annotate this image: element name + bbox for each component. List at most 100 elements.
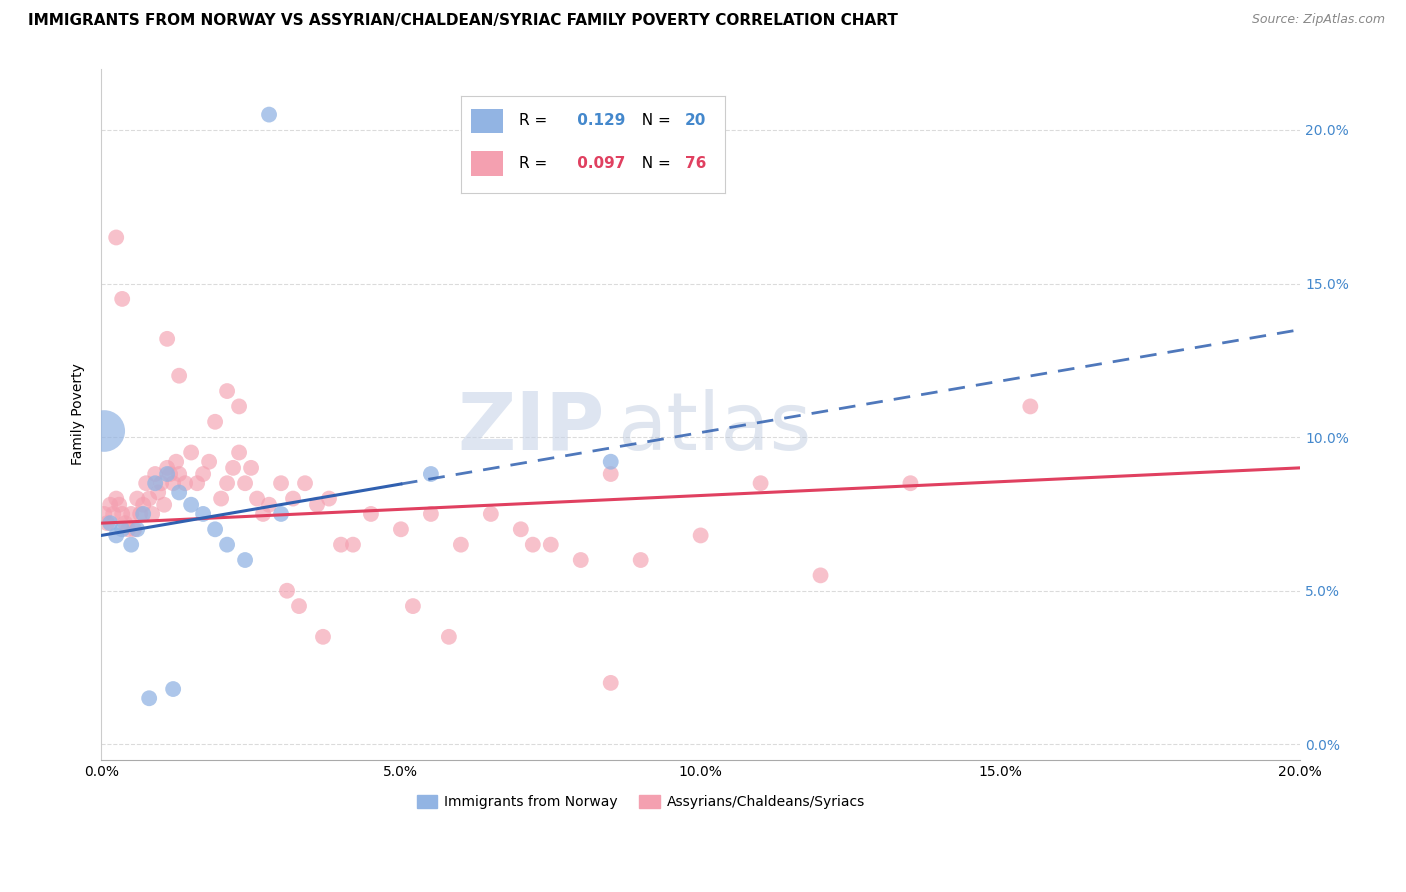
Point — [540, 538, 562, 552]
Point — [103, 507, 125, 521]
Point — [180, 498, 202, 512]
Legend: Immigrants from Norway, Assyrians/Chaldeans/Syriacs: Immigrants from Norway, Assyrians/Chalde… — [411, 789, 870, 815]
Point — [318, 491, 340, 506]
Point — [209, 491, 232, 506]
Point — [217, 538, 239, 552]
Point — [132, 507, 155, 521]
Point — [217, 476, 239, 491]
Point — [288, 599, 311, 613]
Point — [165, 455, 187, 469]
Point — [228, 400, 250, 414]
Point — [156, 461, 179, 475]
Point — [146, 485, 169, 500]
Point — [1019, 400, 1042, 414]
Point — [129, 507, 152, 521]
Point — [246, 491, 269, 506]
Point — [174, 476, 197, 491]
Point — [138, 491, 160, 506]
Point — [122, 522, 145, 536]
Point — [509, 522, 531, 536]
Text: Source: ZipAtlas.com: Source: ZipAtlas.com — [1251, 13, 1385, 27]
Text: ZIP: ZIP — [457, 389, 605, 467]
Point — [162, 681, 184, 696]
Point — [167, 485, 190, 500]
Point — [294, 476, 316, 491]
Point — [96, 516, 118, 530]
Point — [900, 476, 922, 491]
Point — [153, 498, 176, 512]
Point — [599, 455, 621, 469]
Text: IMMIGRANTS FROM NORWAY VS ASSYRIAN/CHALDEAN/SYRIAC FAMILY POVERTY CORRELATION CH: IMMIGRANTS FROM NORWAY VS ASSYRIAN/CHALD… — [28, 13, 898, 29]
Point — [198, 455, 221, 469]
Point — [138, 691, 160, 706]
Point — [522, 538, 544, 552]
Point — [479, 507, 502, 521]
Point — [252, 507, 274, 521]
Point — [111, 507, 134, 521]
Text: atlas: atlas — [617, 389, 811, 467]
Point — [810, 568, 832, 582]
Point — [186, 476, 208, 491]
Point — [419, 507, 441, 521]
Point — [156, 467, 179, 481]
Point — [93, 424, 115, 438]
Point — [402, 599, 425, 613]
Point — [117, 522, 139, 536]
Point — [233, 553, 256, 567]
Point — [141, 507, 163, 521]
Point — [599, 467, 621, 481]
Point — [105, 491, 128, 506]
Point — [111, 292, 134, 306]
Point — [159, 467, 181, 481]
Point — [342, 538, 364, 552]
Point — [156, 332, 179, 346]
Point — [240, 461, 263, 475]
Point — [111, 522, 134, 536]
Point — [180, 445, 202, 459]
Point — [222, 461, 245, 475]
Point — [749, 476, 772, 491]
Point — [312, 630, 335, 644]
Y-axis label: Family Poverty: Family Poverty — [72, 363, 86, 465]
Point — [270, 476, 292, 491]
Point — [257, 107, 280, 121]
Point — [204, 415, 226, 429]
Point — [167, 368, 190, 383]
Point — [305, 498, 328, 512]
Point — [276, 583, 298, 598]
Point — [569, 553, 592, 567]
Point — [450, 538, 472, 552]
Point — [191, 467, 214, 481]
Point — [270, 507, 292, 521]
Point — [437, 630, 460, 644]
Point — [191, 507, 214, 521]
Point — [114, 516, 136, 530]
Point — [281, 491, 304, 506]
Point — [217, 384, 239, 398]
Point — [127, 491, 149, 506]
Point — [330, 538, 353, 552]
Point — [132, 498, 155, 512]
Point — [108, 498, 131, 512]
Point — [630, 553, 652, 567]
Point — [228, 445, 250, 459]
Point — [93, 507, 115, 521]
Point — [162, 476, 184, 491]
Point — [98, 516, 121, 530]
Point — [105, 230, 128, 244]
Point — [105, 528, 128, 542]
Point — [143, 476, 166, 491]
Point — [257, 498, 280, 512]
Point — [120, 507, 142, 521]
Point — [98, 498, 121, 512]
Point — [204, 522, 226, 536]
Point — [143, 467, 166, 481]
Point — [689, 528, 711, 542]
Point — [150, 476, 173, 491]
Point — [389, 522, 412, 536]
Point — [120, 538, 142, 552]
Point — [360, 507, 382, 521]
Point — [233, 476, 256, 491]
Point — [167, 467, 190, 481]
Point — [135, 476, 157, 491]
